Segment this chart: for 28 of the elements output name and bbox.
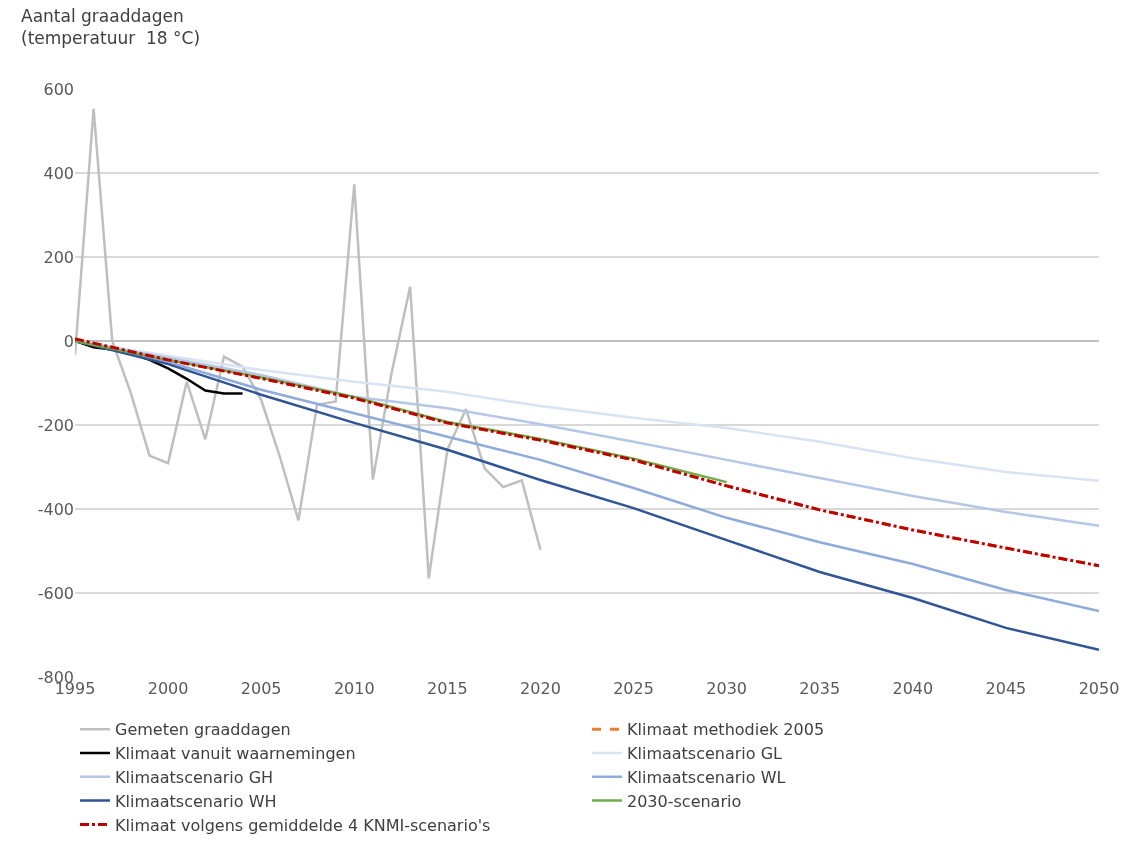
y-tick-label: 0 [63, 331, 74, 351]
legend-label: Klimaat volgens gemiddelde 4 KNMI-scenario's [115, 815, 491, 835]
y-tick-label: -600 [37, 583, 74, 603]
x-tick-label: 2005 [240, 679, 282, 698]
y-axis-title: Aantal graaddagen (temperatuur 18 °C) [21, 6, 201, 49]
legend-label: 2030-scenario [627, 791, 742, 811]
x-tick-label: 2045 [985, 679, 1027, 698]
x-tick-label: 2035 [799, 679, 841, 698]
x-tick-label: 2025 [613, 679, 654, 698]
x-tick-label: 2040 [892, 679, 934, 698]
y-tick-label: 200 [43, 247, 74, 267]
x-tick-label: 2000 [147, 679, 189, 698]
legend-label: Gemeten graaddagen [115, 720, 291, 740]
y-tick-label: -200 [37, 415, 74, 435]
y-tick-label: 400 [43, 163, 74, 183]
legend-label: Klimaat methodiek 2005 [627, 720, 825, 740]
legend-label: Klimaatscenario GH [115, 768, 274, 788]
legend-label: Klimaatscenario WL [627, 768, 786, 788]
y-tick-label: 600 [43, 79, 74, 99]
legend-label: Klimaat vanuit waarnemingen [115, 744, 356, 764]
x-tick-label: 2030 [706, 679, 747, 698]
y-tick-label: -400 [37, 499, 74, 519]
x-tick-label: 2050 [1078, 679, 1120, 698]
x-tick-label: 2020 [520, 679, 561, 698]
x-tick-label: 2015 [427, 679, 468, 698]
legend-label: Klimaatscenario WH [115, 791, 277, 811]
legend-label: Klimaatscenario GL [627, 744, 783, 764]
x-tick-label: 2010 [333, 679, 375, 698]
